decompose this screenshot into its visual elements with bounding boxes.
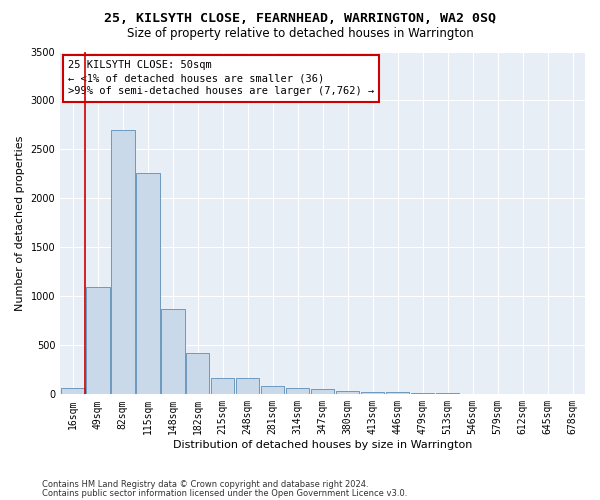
Text: Contains HM Land Registry data © Crown copyright and database right 2024.: Contains HM Land Registry data © Crown c… <box>42 480 368 489</box>
Bar <box>111 130 134 394</box>
Bar <box>186 353 209 395</box>
Bar <box>386 392 409 394</box>
Bar <box>311 389 334 394</box>
Text: 25 KILSYTH CLOSE: 50sqm
← <1% of detached houses are smaller (36)
>99% of semi-d: 25 KILSYTH CLOSE: 50sqm ← <1% of detache… <box>68 60 374 96</box>
Bar <box>336 391 359 394</box>
X-axis label: Distribution of detached houses by size in Warrington: Distribution of detached houses by size … <box>173 440 472 450</box>
Bar <box>286 388 310 394</box>
Bar <box>211 378 235 394</box>
Bar <box>86 286 110 395</box>
Bar <box>261 386 284 394</box>
Bar <box>136 173 160 394</box>
Bar <box>236 378 259 394</box>
Text: Contains public sector information licensed under the Open Government Licence v3: Contains public sector information licen… <box>42 488 407 498</box>
Bar <box>61 388 85 394</box>
Bar <box>161 309 185 394</box>
Bar <box>410 393 434 394</box>
Text: 25, KILSYTH CLOSE, FEARNHEAD, WARRINGTON, WA2 0SQ: 25, KILSYTH CLOSE, FEARNHEAD, WARRINGTON… <box>104 12 496 26</box>
Y-axis label: Number of detached properties: Number of detached properties <box>15 135 25 310</box>
Text: Size of property relative to detached houses in Warrington: Size of property relative to detached ho… <box>127 28 473 40</box>
Bar <box>361 392 385 394</box>
